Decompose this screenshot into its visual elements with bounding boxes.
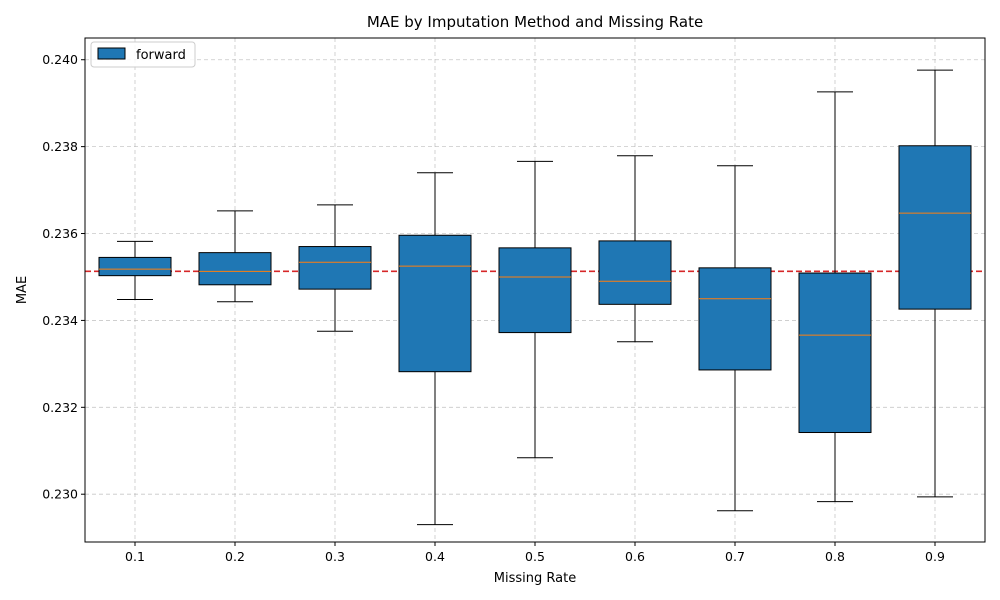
box-layer <box>98 69 972 526</box>
y-tick-label: 0.240 <box>42 52 78 67</box>
x-tick-label: 0.4 <box>425 549 445 564</box>
box-0.3 <box>298 204 372 332</box>
box-body <box>798 272 872 434</box>
legend-swatch <box>97 47 126 60</box>
box-0.7 <box>698 165 772 512</box>
x-tick-label: 0.6 <box>625 549 645 564</box>
y-tick-label: 0.236 <box>42 226 78 241</box>
box-body <box>298 246 372 290</box>
x-tick-label: 0.5 <box>525 549 545 564</box>
x-tick-label: 0.9 <box>925 549 945 564</box>
box-0.6 <box>598 155 672 343</box>
box-body <box>898 145 972 310</box>
x-tick-label: 0.7 <box>725 549 745 564</box>
y-axis-label: MAE <box>15 276 30 304</box>
legend: forward <box>90 41 196 68</box>
x-tick-label: 0.3 <box>325 549 345 564</box>
legend-label-forward: forward <box>136 48 186 63</box>
y-tick-label: 0.230 <box>42 487 78 502</box>
y-tick-label: 0.238 <box>42 139 78 154</box>
box-body <box>398 234 472 373</box>
x-tick-label: 0.1 <box>125 549 145 564</box>
box-0.9 <box>898 69 972 498</box>
y-tick-label: 0.234 <box>42 313 78 328</box>
box-0.5 <box>498 160 572 459</box>
x-tick-label: 0.8 <box>825 549 845 564</box>
box-0.8 <box>798 91 872 503</box>
box-0.2 <box>198 210 272 303</box>
x-axis-label: Missing Rate <box>494 571 576 586</box>
box-body <box>98 256 172 277</box>
box-0.1 <box>98 240 172 301</box>
chart-title: MAE by Imputation Method and Missing Rat… <box>367 13 703 31</box>
box-body <box>698 267 772 371</box>
box-body <box>198 252 272 286</box>
y-tick-label: 0.232 <box>42 400 78 415</box>
x-tick-label: 0.2 <box>225 549 245 564</box>
box-body <box>598 240 672 305</box>
box-body <box>498 247 572 334</box>
box-0.4 <box>398 172 472 526</box>
tick-layer: 0.1 0.2 0.3 0.4 0.5 0.6 0.7 0.8 0.9 0.230 0.232 0.2… <box>42 52 945 564</box>
